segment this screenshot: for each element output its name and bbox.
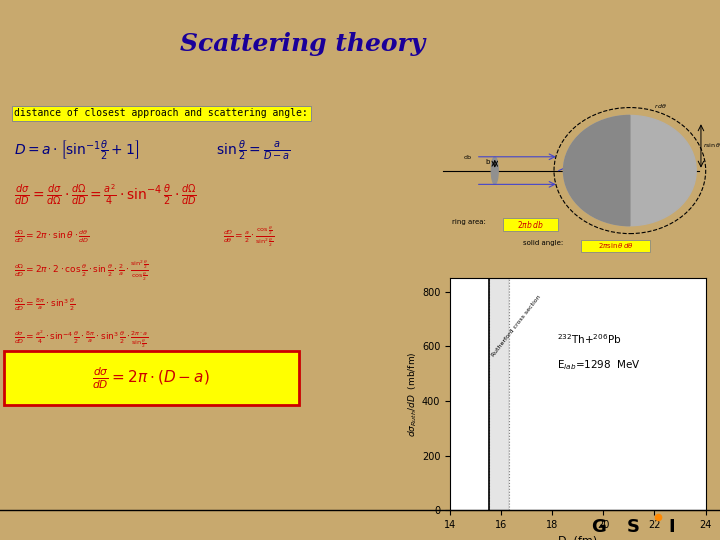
Text: $^{232}$Th+$^{206}$Pb: $^{232}$Th+$^{206}$Pb (557, 332, 622, 346)
Text: Scattering theory: Scattering theory (180, 31, 425, 56)
Text: b: b (485, 159, 490, 165)
Text: $\sin\frac{\theta}{2} = \frac{a}{D - a}$: $\sin\frac{\theta}{2} = \frac{a}{D - a}$ (216, 138, 290, 161)
Ellipse shape (491, 157, 498, 184)
Text: Rutherford cross section: Rutherford cross section (491, 294, 542, 357)
Text: ring area:: ring area: (452, 219, 486, 225)
Y-axis label: $d\sigma_{Ruth}/dD$  (mb/fm): $d\sigma_{Ruth}/dD$ (mb/fm) (407, 352, 419, 437)
Circle shape (564, 116, 696, 226)
Text: $r\sin\theta$: $r\sin\theta$ (703, 141, 720, 149)
Text: db: db (464, 155, 472, 160)
Text: $\frac{d\sigma}{dD} = 2\pi \cdot (D - a)$: $\frac{d\sigma}{dD} = 2\pi \cdot (D - a)… (92, 365, 210, 391)
Text: $\frac{dD}{d\theta} = \frac{a}{2} \cdot \frac{\cos\frac{\theta}{2}}{\sin^2\frac{: $\frac{dD}{d\theta} = \frac{a}{2} \cdot … (223, 224, 274, 249)
FancyBboxPatch shape (581, 240, 650, 252)
Text: $D = a \cdot \left[\sin^{-1}\!\frac{\theta}{2} + 1\right]$: $D = a \cdot \left[\sin^{-1}\!\frac{\the… (14, 138, 140, 161)
Text: I: I (668, 518, 675, 536)
Text: $r\,d\theta$: $r\,d\theta$ (654, 102, 667, 110)
Text: solid angle:: solid angle: (523, 240, 564, 246)
Text: distance of closest approach and scattering angle:: distance of closest approach and scatter… (14, 109, 308, 118)
Wedge shape (564, 116, 630, 226)
FancyBboxPatch shape (503, 218, 557, 231)
Text: $2\pi b\,db$: $2\pi b\,db$ (517, 219, 544, 230)
FancyBboxPatch shape (4, 350, 299, 406)
Text: $\frac{d\sigma}{dD} = \frac{a^2}{4} \cdot \sin^{-4}\frac{\theta}{2} \cdot \frac{: $\frac{d\sigma}{dD} = \frac{a^2}{4} \cdo… (14, 328, 149, 350)
Text: G: G (591, 518, 606, 536)
Text: $\frac{d\Omega}{dD} = \frac{8\pi}{a} \cdot \sin^3\frac{\theta}{2}$: $\frac{d\Omega}{dD} = \frac{8\pi}{a} \cd… (14, 296, 76, 313)
Text: S: S (627, 518, 640, 536)
X-axis label: D  (fm): D (fm) (558, 536, 598, 540)
Text: $\frac{d\Omega}{dD} = 2\pi \cdot \sin\theta \cdot \frac{d\theta}{dD}$: $\frac{d\Omega}{dD} = 2\pi \cdot \sin\th… (14, 228, 90, 245)
Text: $\frac{d\sigma}{dD} = \frac{d\sigma}{d\Omega} \cdot \frac{d\Omega}{dD} = \frac{a: $\frac{d\sigma}{dD} = \frac{d\sigma}{d\O… (14, 183, 197, 208)
Text: $\frac{d\Omega}{dD} = 2\pi \cdot 2 \cdot \cos\frac{\theta}{2} \cdot \sin\frac{\t: $\frac{d\Omega}{dD} = 2\pi \cdot 2 \cdot… (14, 259, 149, 283)
Text: $2\pi\sin\theta\,d\theta$: $2\pi\sin\theta\,d\theta$ (598, 241, 634, 251)
Text: E$_{lab}$=1298  MeV: E$_{lab}$=1298 MeV (557, 358, 642, 372)
